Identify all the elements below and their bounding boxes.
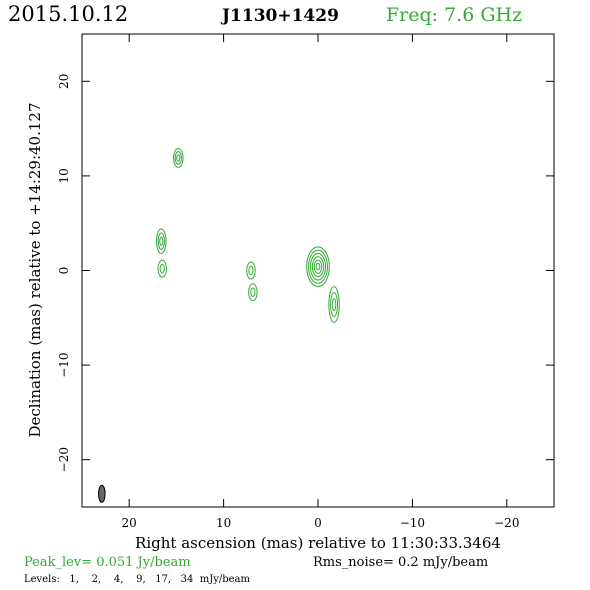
- contour-level: [311, 256, 325, 278]
- contour-levels: Levels: 1, 2, 4, 9, 17, 34 mJy/beam: [24, 574, 251, 585]
- contour-level: [248, 283, 258, 302]
- contour-component: [156, 228, 167, 254]
- contour-component: [306, 246, 330, 288]
- contour-level: [328, 286, 340, 324]
- y-tick-label: 20: [57, 74, 71, 89]
- contour-level: [331, 298, 337, 312]
- contour-level: [313, 259, 323, 274]
- contour-level: [174, 151, 182, 165]
- beam-ellipse: [98, 484, 106, 503]
- contour-component: [328, 286, 340, 324]
- contour-level: [250, 287, 256, 298]
- contour-level: [330, 292, 339, 318]
- y-tick-label: 10: [57, 168, 71, 183]
- rms-noise: Rms_noise= 0.2 mJy/beam: [313, 555, 488, 570]
- contour-level: [173, 147, 184, 168]
- x-tick-label: 10: [216, 516, 231, 530]
- contour-level: [156, 228, 167, 254]
- contour-level: [315, 262, 321, 271]
- x-tick-label: −20: [494, 516, 519, 530]
- x-tick-label: −10: [400, 516, 425, 530]
- contour-component: [173, 147, 184, 168]
- contour-level: [248, 265, 254, 276]
- contour-level: [246, 261, 256, 280]
- peak-level: Peak_lev= 0.051 Jy/beam: [24, 555, 191, 570]
- contour-level: [176, 154, 181, 162]
- source-name: J1130+1429: [220, 6, 339, 26]
- contour-level: [157, 232, 165, 250]
- contour-level: [157, 259, 167, 278]
- contour-level: [159, 263, 165, 274]
- x-tick-label: 20: [122, 516, 137, 530]
- frequency-label: Freq: 7.6 GHz: [386, 4, 522, 26]
- y-tick-label: 0: [57, 267, 71, 275]
- observation-date: 2015.10.12: [8, 2, 128, 26]
- x-tick-label: 0: [314, 516, 322, 530]
- contour-level: [306, 246, 330, 288]
- y-axis-label: Declination (mas) relative to +14:29:40.…: [26, 102, 44, 437]
- contour-component: [157, 259, 167, 278]
- y-tick-label: −10: [57, 352, 71, 377]
- contour-component: [246, 261, 256, 280]
- x-axis-label: Right ascension (mas) relative to 11:30:…: [135, 534, 501, 552]
- axis-ticks: 20 10 0 −10 −20 20 10 0 −10 −20: [57, 34, 554, 530]
- contour-level: [159, 236, 164, 246]
- contour-layer: [98, 147, 340, 503]
- contour-level: [308, 249, 328, 284]
- y-tick-label: −20: [57, 447, 71, 472]
- contour-component: [248, 283, 258, 302]
- contour-level: [309, 252, 327, 281]
